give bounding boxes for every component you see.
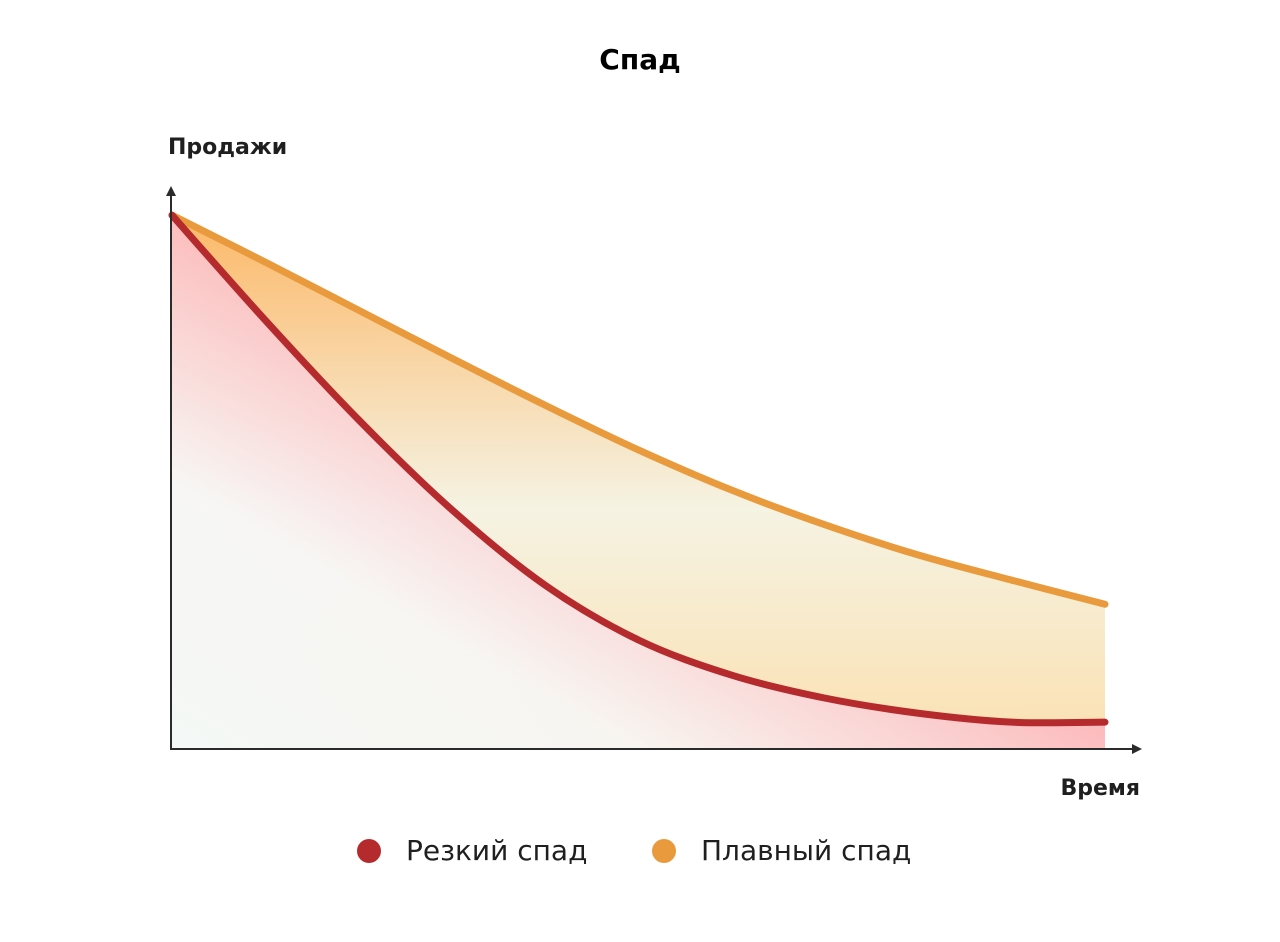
legend-marker	[357, 839, 381, 863]
legend-label: Плавный спад	[701, 834, 911, 867]
x-axis-label: Время	[1060, 776, 1140, 801]
y-arrow	[166, 186, 176, 196]
y-axis-label: Продажи	[168, 135, 287, 160]
chart-title: Спад	[599, 43, 680, 76]
legend-label: Резкий спад	[406, 834, 587, 867]
x-arrow	[1132, 744, 1142, 754]
axes	[170, 194, 1134, 750]
line	[168, 211, 1109, 727]
line	[168, 211, 1109, 608]
area	[172, 215, 1105, 749]
legend-marker	[652, 839, 676, 863]
